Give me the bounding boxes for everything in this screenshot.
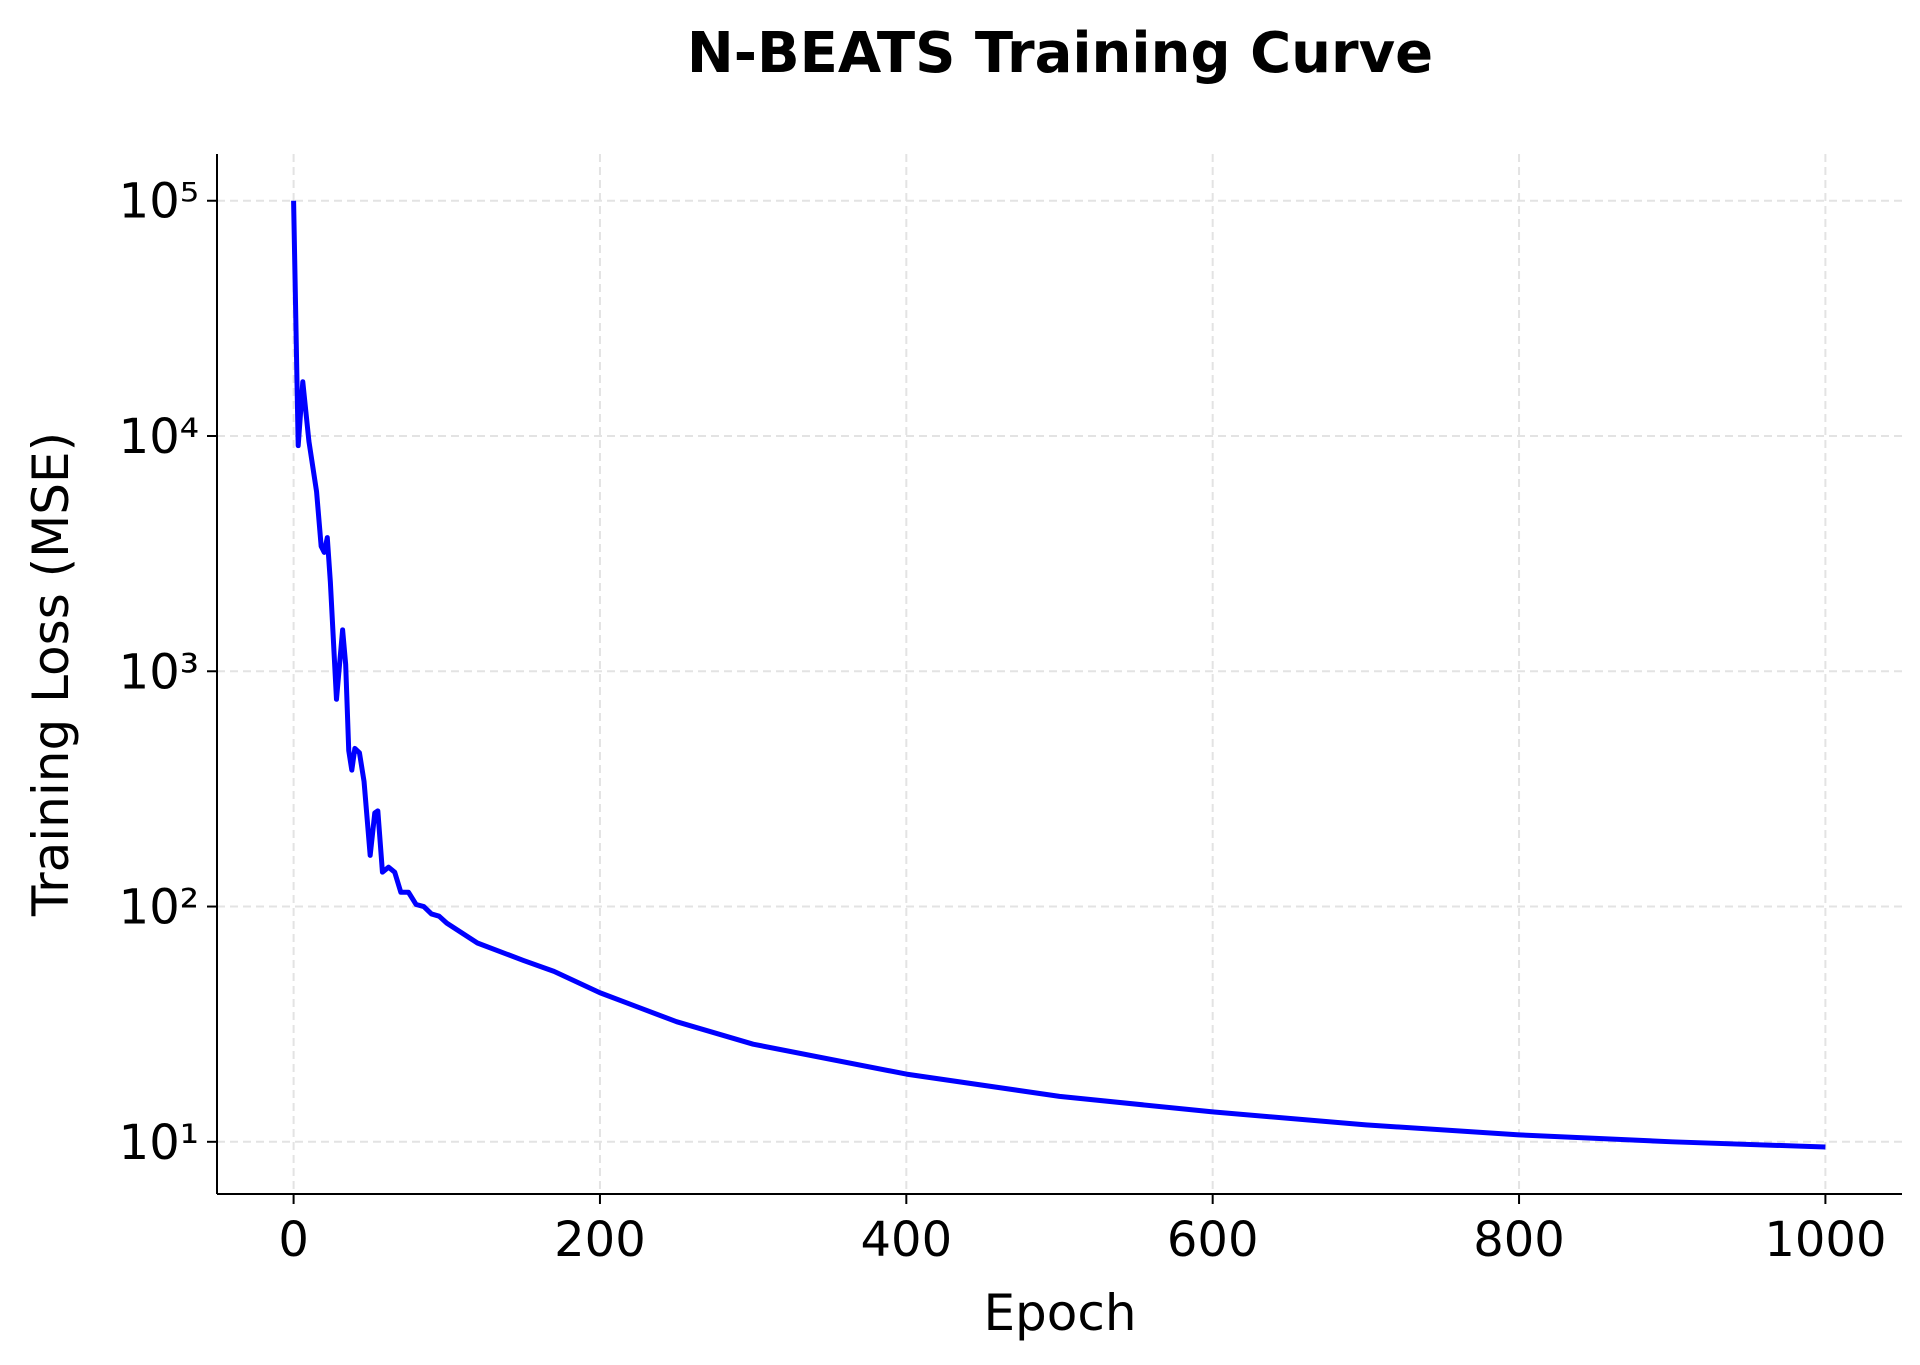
x-tick-label: 800	[1473, 1212, 1565, 1268]
x-tick-label: 400	[861, 1212, 953, 1268]
y-tick-label: 10⁴	[119, 409, 199, 465]
y-tick-label: 10³	[119, 644, 199, 700]
chart-title: N-BEATS Training Curve	[687, 21, 1433, 86]
x-tick-label: 600	[1167, 1212, 1259, 1268]
x-tick-label: 0	[278, 1212, 309, 1268]
y-axis-label: Training Loss (MSE)	[22, 432, 80, 917]
loss-line	[291, 200, 1826, 1150]
y-tick-label: 10¹	[119, 1115, 199, 1171]
x-tick-label: 200	[554, 1212, 646, 1268]
x-axis-label: Epoch	[983, 1284, 1136, 1342]
y-tick-label: 10⁵	[119, 174, 199, 230]
y-tick-label: 10²	[119, 880, 199, 936]
x-tick-label: 1000	[1764, 1212, 1886, 1268]
